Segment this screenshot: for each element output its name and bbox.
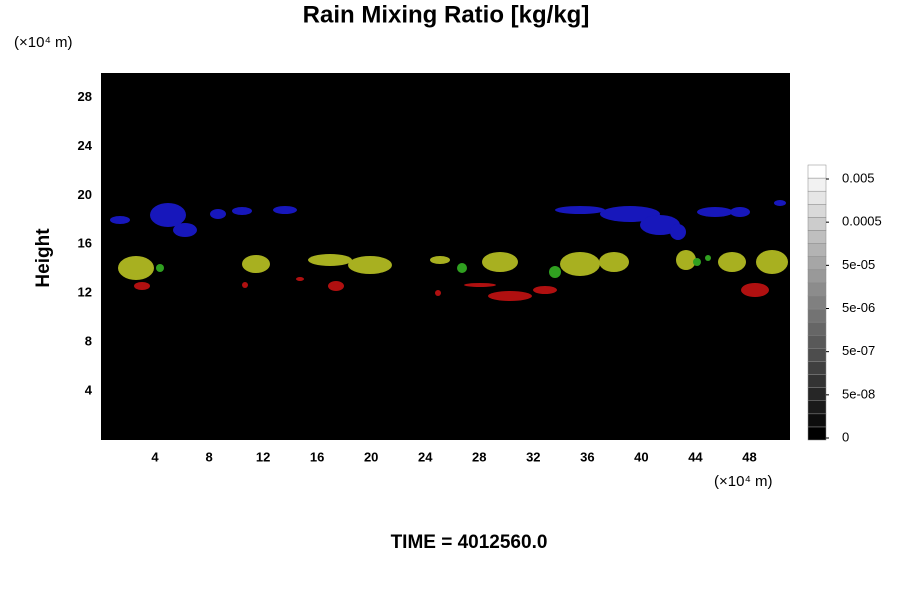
y-tick-label: 4 (85, 383, 93, 398)
colorbar-box (807, 217, 827, 231)
colorbar-box (807, 256, 827, 271)
colorbar-box (807, 321, 827, 336)
colorbar-label: 5e-07 (842, 343, 875, 358)
field-features (110, 200, 788, 301)
plot-area (101, 73, 790, 440)
colorbar-box (807, 413, 827, 428)
colorbar-label: 5e-05 (842, 257, 875, 272)
y-tick-label: 20 (78, 187, 92, 202)
footer: TIME = 4012560.0 (391, 532, 548, 553)
x-unit: (×10⁴ m) (714, 473, 773, 490)
colorbar-box (807, 308, 827, 323)
colorbar-label: 5e-06 (842, 300, 875, 315)
y-tick-label: 12 (78, 285, 92, 300)
x-tick-label: 40 (634, 449, 648, 464)
colorbar-label: 0 (842, 429, 849, 444)
colorbar-box (807, 426, 827, 441)
y-tick-label: 24 (78, 138, 93, 153)
colorbar-box (807, 348, 827, 362)
colorbar-box (807, 387, 827, 401)
x-tick-label: 4 (151, 449, 159, 464)
x-tick-label: 48 (742, 449, 756, 464)
colorbar-box (807, 230, 827, 244)
y-tick-label: 16 (78, 236, 92, 251)
colorbar-box (807, 334, 827, 349)
x-tick-label: 12 (256, 449, 270, 464)
colorbar-box (807, 374, 827, 388)
x-tick-label: 16 (310, 449, 324, 464)
colorbar-box (807, 164, 827, 179)
colorbar-box (807, 269, 827, 284)
colorbar-label: 0.005 (842, 170, 875, 185)
y-unit: (×10⁴ m) (14, 34, 73, 51)
colorbar-label: 5e-08 (842, 386, 875, 401)
x-tick-label: 24 (418, 449, 433, 464)
y-tick-label: 8 (85, 334, 92, 349)
y-tick-label: 28 (78, 89, 92, 104)
colorbar-box (807, 177, 827, 192)
colorbar-box (807, 400, 827, 415)
chart-title: Rain Mixing Ratio [kg/kg] (303, 1, 590, 28)
x-tick-label: 44 (688, 449, 703, 464)
x-tick-label: 32 (526, 449, 540, 464)
colorbar-box (807, 361, 827, 375)
colorbar-box (807, 243, 827, 257)
colorbar-box (807, 190, 827, 205)
x-tick-label: 36 (580, 449, 594, 464)
colorbar-box (807, 204, 827, 218)
colorbar-label: 0.0005 (842, 214, 882, 229)
x-tick-label: 8 (205, 449, 212, 464)
y-label: Height (33, 228, 54, 288)
x-tick-label: 28 (472, 449, 486, 464)
colorbar-box (807, 295, 827, 310)
colorbar-box (807, 282, 827, 297)
x-tick-label: 20 (364, 449, 378, 464)
